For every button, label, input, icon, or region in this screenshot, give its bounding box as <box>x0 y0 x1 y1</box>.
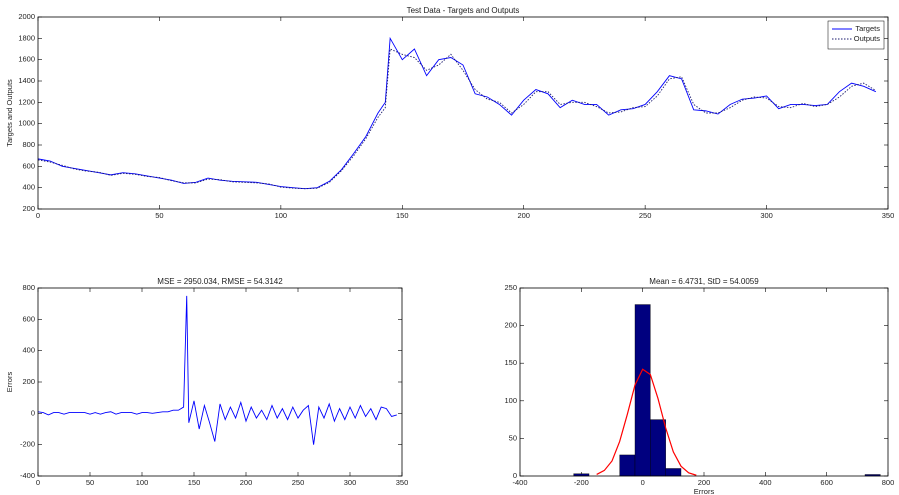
x-tick-label: 100 <box>136 478 149 487</box>
x-tick-label: 0 <box>36 478 40 487</box>
y-tick-label: 0 <box>31 408 35 417</box>
y-tick-label: 400 <box>22 183 35 192</box>
y-tick-label: 100 <box>504 396 517 405</box>
y-tick-label: 400 <box>22 346 35 355</box>
y-tick-label: 200 <box>504 321 517 330</box>
x-tick-label: 150 <box>396 211 409 220</box>
x-axis-label: Errors <box>694 487 715 495</box>
plot-area <box>38 17 888 209</box>
plot-area <box>38 288 402 476</box>
x-tick-label: 350 <box>882 211 895 220</box>
y-tick-label: 0 <box>513 471 517 480</box>
x-tick-label: 200 <box>517 211 530 220</box>
y-tick-label: 600 <box>22 314 35 323</box>
y-tick-label: 1800 <box>18 33 35 42</box>
y-tick-label: 150 <box>504 358 517 367</box>
y-tick-label: 250 <box>504 283 517 292</box>
y-tick-label: 800 <box>22 283 35 292</box>
legend-label: Outputs <box>854 34 881 43</box>
data-line <box>37 48 877 190</box>
hist-bar <box>619 454 636 477</box>
y-tick-label: 1000 <box>18 119 35 128</box>
y-tick-label: 200 <box>22 204 35 213</box>
y-tick-label: -400 <box>20 471 35 480</box>
y-tick-label: 800 <box>22 140 35 149</box>
x-tick-label: 0 <box>36 211 40 220</box>
chart-title: Mean = 6.4731, StD = 54.0059 <box>649 277 759 286</box>
x-tick-label: 200 <box>240 478 253 487</box>
y-axis-label: Errors <box>5 372 14 393</box>
legend-box <box>827 20 885 50</box>
x-tick-label: 250 <box>292 478 305 487</box>
x-tick-label: 400 <box>759 478 772 487</box>
y-tick-label: 600 <box>22 161 35 170</box>
hist-bar <box>665 468 682 477</box>
x-tick-label: 300 <box>344 478 357 487</box>
y-tick-label: 50 <box>509 433 517 442</box>
x-tick-label: 150 <box>188 478 201 487</box>
fit-curve <box>596 368 697 476</box>
y-tick-label: 2000 <box>18 12 35 21</box>
x-tick-label: 600 <box>820 478 833 487</box>
y-tick-label: -200 <box>20 440 35 449</box>
x-tick-label: 100 <box>275 211 288 220</box>
hist-bar <box>634 304 651 477</box>
axes-box <box>37 287 403 477</box>
data-line <box>37 295 397 445</box>
y-tick-label: 1200 <box>18 97 35 106</box>
x-tick-label: 50 <box>155 211 163 220</box>
y-axis-label: Targets and Outputs <box>5 79 14 147</box>
legend-label: Targets <box>855 24 880 33</box>
x-tick-label: 350 <box>396 478 409 487</box>
hist-bar <box>650 419 666 477</box>
x-tick-label: 0 <box>641 478 645 487</box>
x-tick-label: 250 <box>639 211 652 220</box>
x-tick-label: -200 <box>574 478 589 487</box>
x-tick-label: 800 <box>882 478 895 487</box>
y-tick-label: 1600 <box>18 55 35 64</box>
chart-title: MSE = 2950.034, RMSE = 54.3142 <box>157 277 283 286</box>
x-tick-label: 50 <box>86 478 94 487</box>
x-tick-label: 300 <box>760 211 773 220</box>
chart-title: Test Data - Targets and Outputs <box>407 6 520 15</box>
y-tick-label: 200 <box>22 377 35 386</box>
plot-area <box>520 288 888 476</box>
axes-box <box>37 16 889 210</box>
axes-box <box>519 287 889 477</box>
x-tick-label: 200 <box>698 478 711 487</box>
y-tick-label: 1400 <box>18 76 35 85</box>
x-tick-label: -400 <box>512 478 527 487</box>
